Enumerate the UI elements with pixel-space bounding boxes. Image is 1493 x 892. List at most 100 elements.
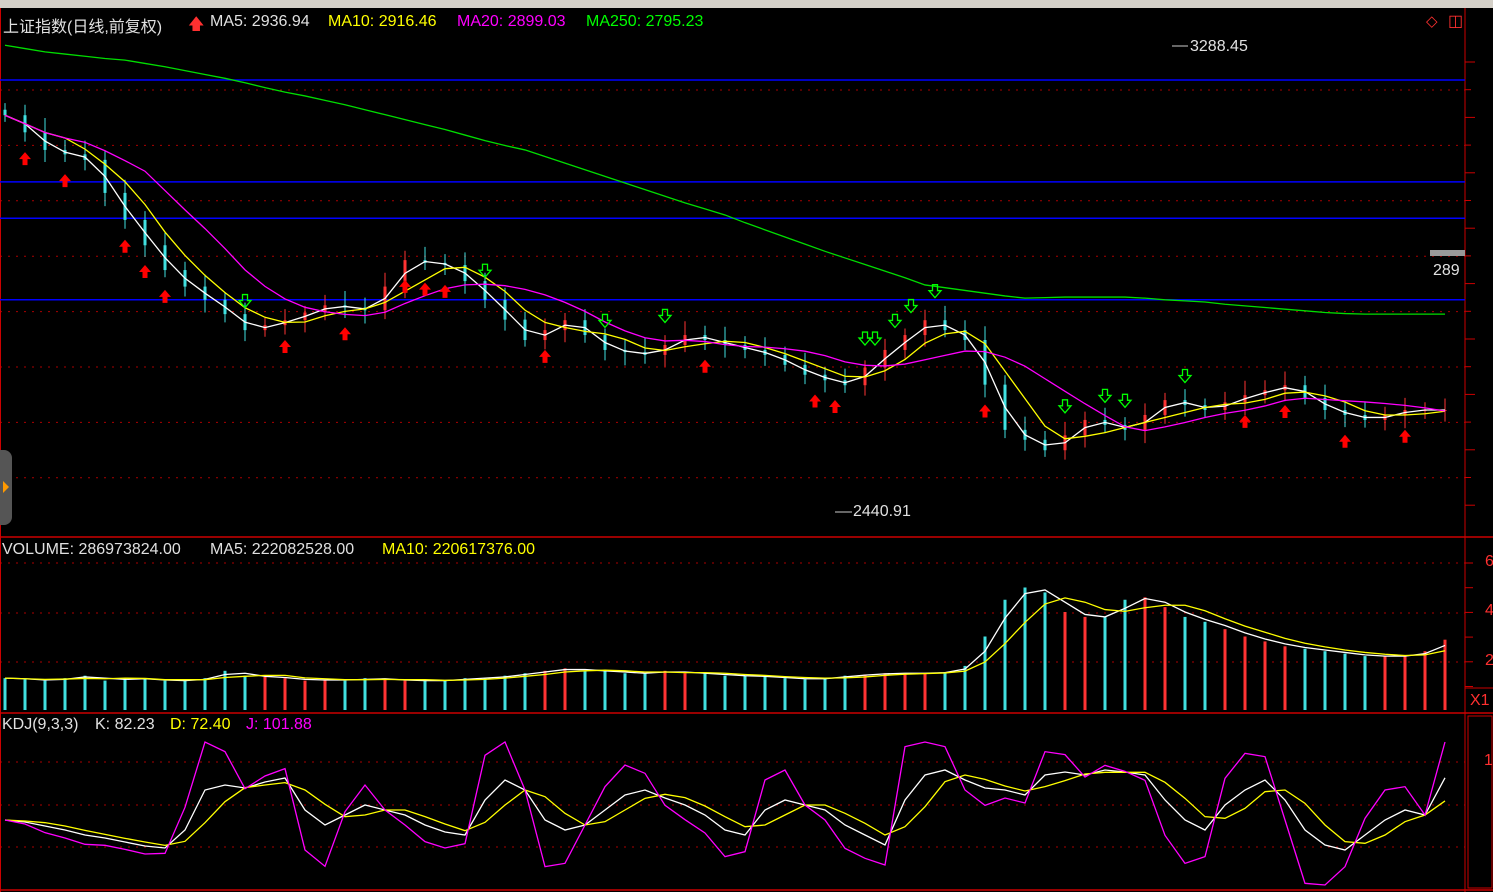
volume-bar: [323, 679, 327, 710]
kdj-d-label: D: 72.40: [170, 716, 231, 733]
volume-bar: [103, 680, 107, 710]
volume-bar: [263, 676, 267, 710]
volume-bar: [863, 674, 867, 710]
volume-bar: [83, 675, 87, 710]
volume-bar: [63, 678, 67, 710]
volume-bar: [1403, 656, 1407, 710]
volume-bar: [943, 672, 947, 710]
sell-arrow-icon: [597, 313, 613, 329]
volume-bar: [463, 678, 467, 710]
kdj-j-line: [4, 741, 1446, 886]
volume-bar: [403, 680, 407, 710]
ma5-line: [4, 114, 1445, 446]
candle-body: [3, 109, 7, 116]
buy-arrow-icon: [139, 265, 151, 279]
volume-bar: [423, 680, 427, 710]
volume-bar: [603, 670, 607, 710]
sell-arrow-icon: [477, 263, 493, 279]
volume-bar: [763, 676, 767, 710]
volume-bar: [923, 673, 927, 710]
kdj-axis-box: [1467, 715, 1493, 889]
volume-bar: [723, 675, 727, 710]
high-price-annotation: 3288.45: [1190, 38, 1248, 55]
volume-bar: [1363, 656, 1367, 710]
volume-bar: [203, 678, 207, 710]
buy-arrow-icon: [419, 282, 431, 296]
volume-bar: [643, 673, 647, 710]
last-price-tag: 289: [1433, 262, 1460, 279]
volume-bar: [1083, 616, 1087, 710]
ma250-label: MA250: 2795.23: [586, 13, 704, 30]
sell-arrow-icon: [1177, 368, 1193, 384]
volume-bar: [1143, 597, 1147, 710]
buy-arrow-icon: [1279, 404, 1291, 418]
volume-bar: [363, 678, 367, 710]
volume-bar: [1443, 639, 1447, 710]
window-top-strip: [0, 0, 1493, 8]
sell-arrow-icon: [927, 284, 943, 299]
volume-bar: [1423, 651, 1427, 710]
volume-label: VOLUME: 286973824.00: [2, 541, 181, 558]
volume-tick: 2: [1485, 652, 1493, 669]
volume-bar: [683, 673, 687, 710]
volume-bar: [563, 668, 567, 710]
sidebar-expand-tab[interactable]: [0, 450, 12, 525]
volume-bar: [823, 678, 827, 710]
buy-arrow-icon: [159, 289, 171, 303]
volume-bar: [303, 680, 307, 710]
sell-arrow-icon: [887, 313, 903, 329]
volume-bar: [163, 680, 167, 710]
volume-bar: [623, 673, 627, 710]
kdj-j-label: J: 101.88: [246, 716, 312, 733]
volume-bar: [483, 678, 487, 710]
volume-bar: [1183, 616, 1187, 710]
volume-bar: [3, 678, 7, 710]
buy-arrow-icon: [119, 239, 131, 253]
volume-bar: [1043, 592, 1047, 710]
volume-unit: X1: [1470, 692, 1490, 709]
ma10-line: [4, 114, 1446, 440]
volume-bar: [23, 679, 27, 710]
volume-bar: [443, 680, 447, 710]
sell-arrow-icon: [903, 298, 919, 314]
buy-arrow-icon: [979, 404, 991, 418]
volume-bar: [1203, 621, 1207, 710]
window-toggle-icon[interactable]: ◫: [1448, 13, 1464, 30]
low-price-annotation: 2440.91: [853, 503, 911, 520]
buy-arrow-icon: [1239, 414, 1251, 428]
kdj-d-line: [4, 771, 1446, 846]
ma20-label: MA20: 2899.03: [457, 13, 566, 30]
volume-bar: [583, 670, 587, 710]
volume-bar: [1303, 648, 1307, 710]
volume-bar: [543, 670, 547, 710]
kdj-k-label: K: 82.23: [95, 716, 155, 733]
volume-bar: [343, 680, 347, 710]
buy-arrow-icon: [399, 279, 411, 293]
volume-bar: [963, 665, 967, 710]
buy-arrow-icon: [439, 284, 451, 298]
buy-arrow-icon: [1339, 434, 1351, 448]
volume-tick: 6: [1485, 553, 1493, 570]
diamond-icon[interactable]: ◇: [1426, 13, 1438, 30]
sell-arrow-icon: [1117, 393, 1133, 409]
volume-bar: [243, 675, 247, 710]
volume-bar: [983, 636, 987, 710]
volume-bar: [743, 675, 747, 710]
sell-arrow-icon: [657, 308, 673, 324]
volume-ma5-line: [4, 589, 1446, 682]
volume-bar: [1343, 653, 1347, 710]
volume-tick: 4: [1485, 602, 1493, 619]
volume-bar: [1223, 629, 1227, 710]
buy-arrow-icon: [829, 400, 841, 414]
volume-ma5-label: MA5: 222082528.00: [210, 541, 355, 558]
volume-bar: [903, 673, 907, 710]
volume-bar: [1023, 587, 1027, 710]
volume-bar: [383, 679, 387, 710]
chart-title: 上证指数(日线,前复权): [3, 19, 163, 36]
volume-bar: [503, 675, 507, 710]
volume-bar: [283, 678, 287, 710]
volume-ma10-line: [4, 597, 1446, 681]
sell-arrow-icon: [867, 331, 883, 347]
kdj-label: KDJ(9,3,3): [2, 716, 79, 733]
